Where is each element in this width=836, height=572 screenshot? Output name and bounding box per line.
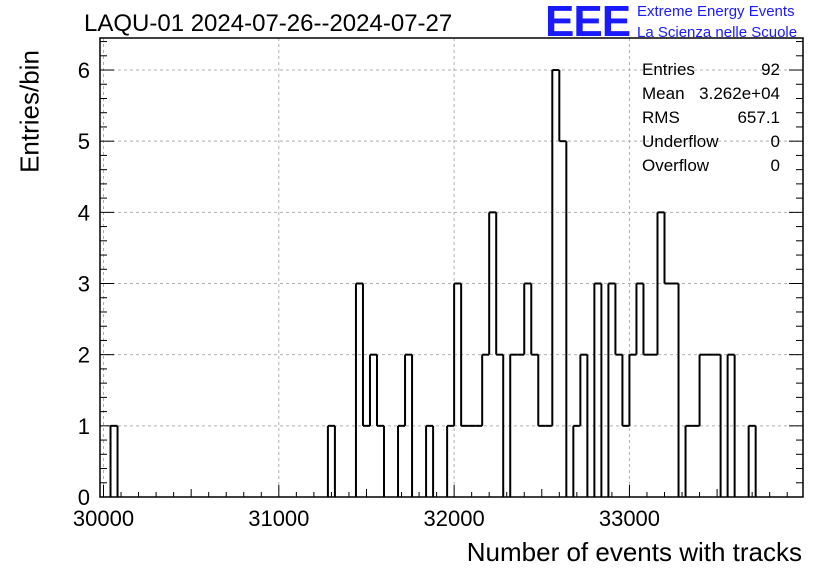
stats-label: RMS	[642, 108, 680, 127]
stats-value: 3.262e+04	[699, 84, 780, 103]
x-tick-label: 30000	[73, 506, 134, 531]
chart-title: LAQU-01 2024-07-26--2024-07-27	[84, 10, 453, 37]
y-axis-label: Entries/bin	[14, 50, 45, 173]
eee-logo-line2: La Scienza nelle Scuole	[637, 24, 798, 41]
y-tick-label: 5	[78, 129, 90, 154]
y-tick-label: 2	[78, 343, 90, 368]
stats-label: Overflow	[642, 156, 710, 175]
eee-logo-line1: Extreme Energy Events	[637, 3, 795, 20]
x-tick-label: 33000	[599, 506, 660, 531]
stats-value: 0	[770, 132, 780, 151]
stats-value: 0	[770, 156, 780, 175]
y-tick-label: 1	[78, 414, 90, 439]
stats-row-overflow: Overflow 0	[642, 156, 780, 180]
stats-value: 657.1	[737, 108, 780, 127]
y-tick-label: 0	[78, 485, 90, 510]
y-tick-label: 4	[78, 200, 90, 225]
plot-frame	[99, 37, 804, 498]
x-tick-label: 31000	[248, 506, 309, 531]
stats-label: Entries	[642, 60, 695, 79]
stats-label: Mean	[642, 84, 685, 103]
stats-label: Underflow	[642, 132, 719, 151]
y-tick-label: 3	[78, 272, 90, 297]
stats-row-underflow: Underflow 0	[642, 132, 780, 156]
stats-value: 92	[761, 60, 780, 79]
stats-box: Entries 92 Mean 3.262e+04 RMS 657.1 Unde…	[642, 60, 780, 180]
eee-logo-mark: EEE	[545, 0, 631, 46]
stats-row-mean: Mean 3.262e+04	[642, 84, 780, 108]
x-tick-label: 32000	[424, 506, 485, 531]
x-axis-label: Number of events with tracks	[466, 537, 802, 567]
y-tick-label: 6	[78, 58, 90, 83]
stats-row-rms: RMS 657.1	[642, 108, 780, 132]
stats-row-entries: Entries 92	[642, 60, 780, 84]
